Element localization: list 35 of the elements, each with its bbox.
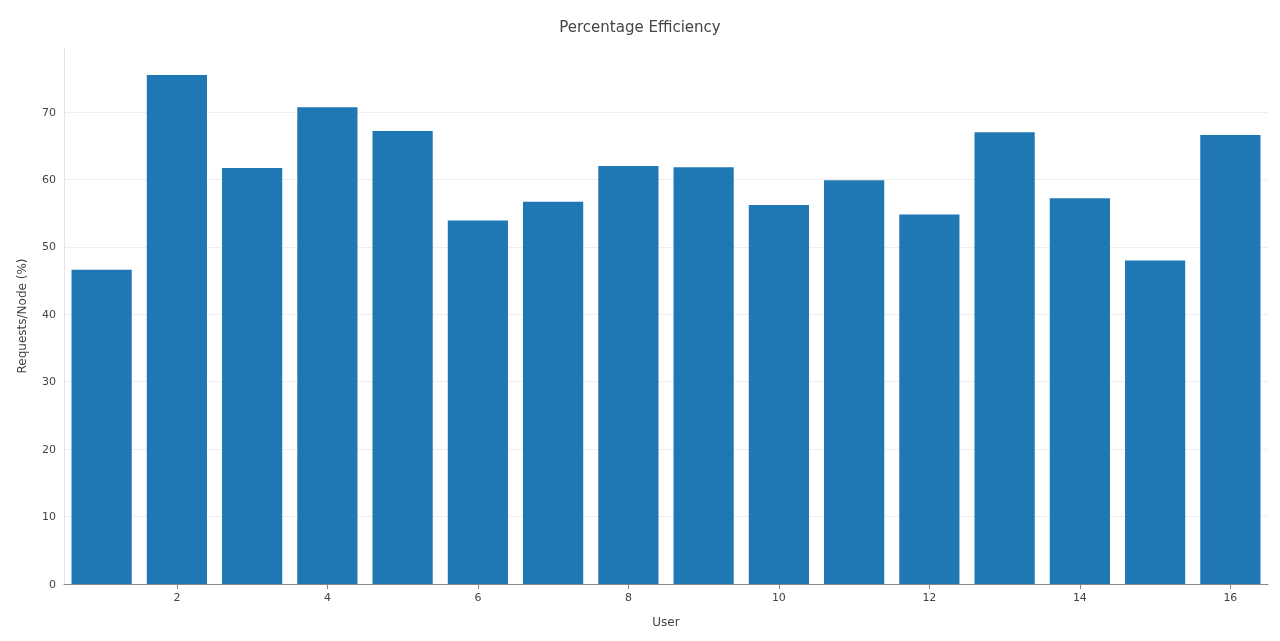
y-tick-label: 20 [42,442,56,456]
bar [447,220,508,584]
bar [673,167,734,584]
x-tick-label: 14 [1072,591,1087,604]
bar [222,168,283,584]
y-tick-label: 50 [42,240,56,254]
bar [748,205,809,584]
bar [1125,260,1186,584]
bar [146,74,207,584]
bar [598,165,659,584]
x-tick-label: 4 [323,591,331,604]
y-tick-label: 40 [42,307,56,321]
bar [899,214,960,584]
bar [372,130,433,584]
x-tick-label: 12 [922,591,937,604]
bar [1200,134,1261,584]
y-tick-label: 70 [42,105,56,119]
y-tick-label: 0 [49,577,56,591]
bar [297,107,358,584]
y-tick-label: 60 [42,172,56,186]
bar [1049,198,1110,584]
x-tick-label: 8 [624,591,632,604]
chart-title: Percentage Efficiency [559,17,721,36]
bar [974,132,1035,584]
y-tick-label: 30 [42,375,56,389]
y-tick-label: 10 [42,510,56,524]
x-axis-title: User [652,615,680,629]
y-axis-title: Requests/Node (%) [15,258,29,374]
bar [824,180,885,584]
x-tick-label: 6 [474,591,482,604]
x-tick-label: 10 [771,591,786,604]
x-tick-label: 16 [1223,591,1238,604]
x-tick-label: 2 [173,591,181,604]
bar [71,269,132,584]
bar [523,201,584,584]
